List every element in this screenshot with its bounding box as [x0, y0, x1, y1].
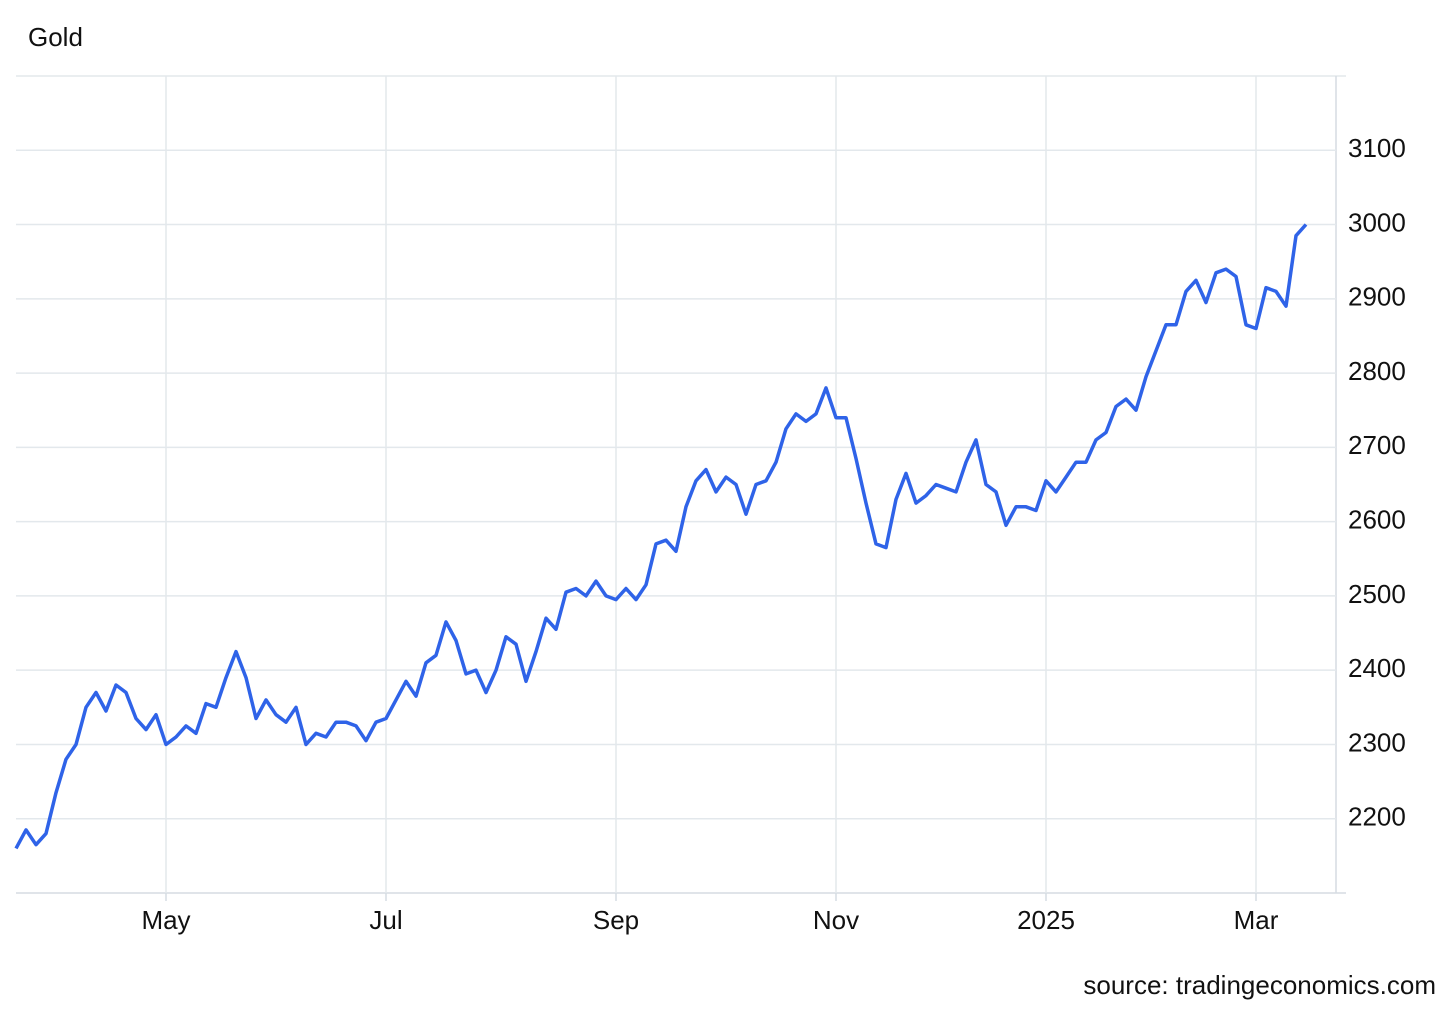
y-tick-label: 2700: [1348, 430, 1406, 460]
y-tick-label: 2800: [1348, 356, 1406, 386]
x-tick-label: 2025: [1017, 905, 1075, 935]
x-tick-label: May: [141, 905, 190, 935]
y-tick-label: 2200: [1348, 802, 1406, 832]
x-tick-label: Mar: [1234, 905, 1279, 935]
chart-title: Gold: [28, 22, 83, 52]
price-line: [14, 223, 1308, 850]
y-tick-label: 2600: [1348, 505, 1406, 535]
y-tick-label: 2400: [1348, 653, 1406, 683]
source-note: source: tradingeconomics.com: [1083, 970, 1436, 1000]
y-tick-label: 2900: [1348, 282, 1406, 312]
y-tick-label: 3000: [1348, 207, 1406, 237]
x-tick-label: Sep: [593, 905, 639, 935]
x-tick-label: Nov: [813, 905, 859, 935]
y-tick-label: 2300: [1348, 727, 1406, 757]
y-tick-label: 3100: [1348, 133, 1406, 163]
x-tick-label: Jul: [369, 905, 402, 935]
y-tick-label: 2500: [1348, 579, 1406, 609]
